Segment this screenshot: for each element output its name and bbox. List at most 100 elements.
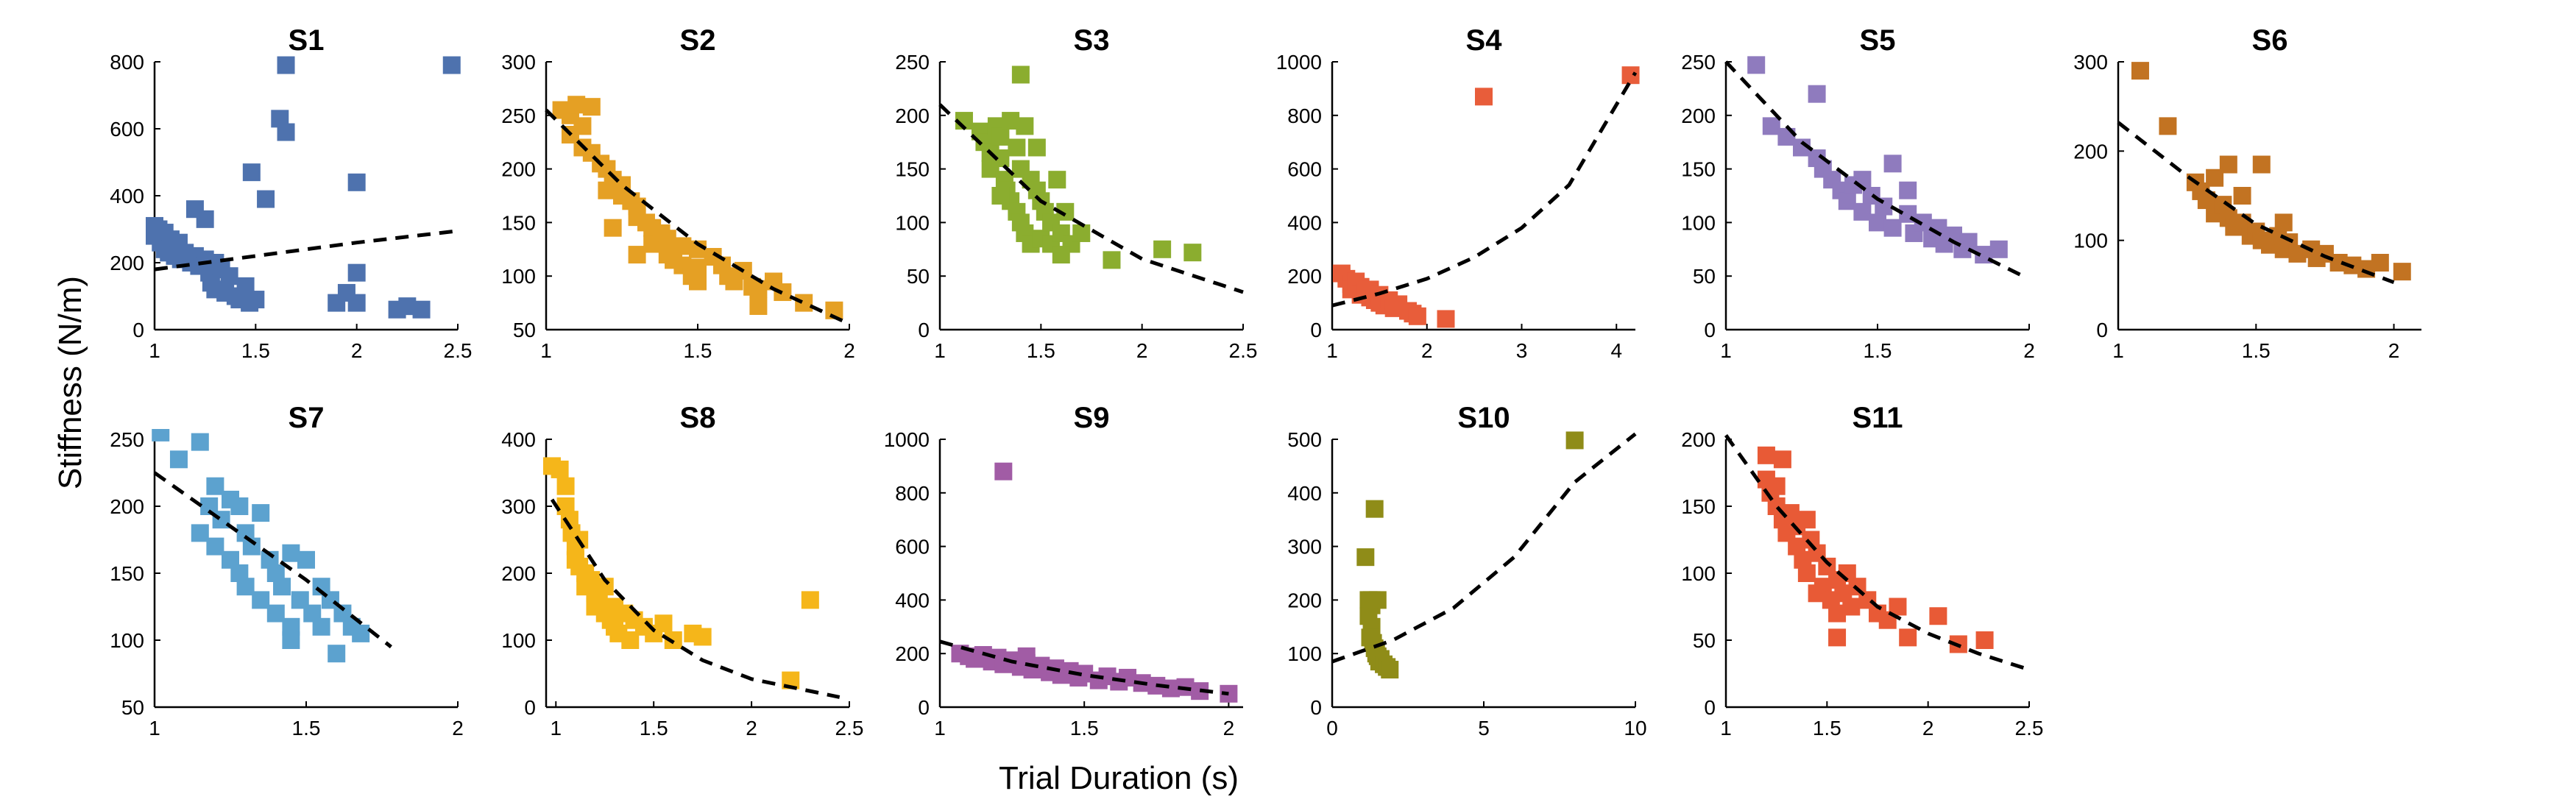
y-tick-label: 100: [501, 265, 536, 288]
data-point: [1747, 56, 1766, 74]
y-tick-label: 0: [2096, 319, 2108, 341]
data-point: [2131, 62, 2149, 80]
data-point: [277, 123, 295, 141]
panel-title: S11: [1853, 402, 1903, 434]
data-point: [352, 624, 370, 642]
y-tick-label: 1000: [1276, 51, 1322, 74]
data-point: [2159, 117, 2177, 135]
data-point: [1899, 628, 1917, 647]
data-point: [1052, 246, 1070, 264]
y-tick-label: 200: [110, 495, 144, 518]
panel-title: S4: [1466, 24, 1503, 57]
panel-title: S6: [2252, 24, 2288, 57]
data-point: [347, 263, 366, 282]
scatter-points: [1747, 56, 2008, 264]
y-tick-label: 600: [110, 118, 144, 141]
data-point: [196, 210, 214, 228]
x-tick-label: 2: [1223, 717, 1235, 740]
y-axis-label: Stiffness (N/m): [52, 276, 88, 489]
scatter-points: [552, 96, 843, 319]
y-tick-label: 800: [1287, 104, 1322, 127]
x-tick-label: 1: [149, 717, 160, 740]
x-tick-label: 1.5: [1813, 717, 1841, 740]
scatter-points: [951, 462, 1238, 703]
x-tick-label: 0: [1326, 717, 1338, 740]
panel-title: S3: [1074, 24, 1110, 57]
data-point: [347, 294, 366, 312]
y-tick-label: 250: [501, 104, 536, 127]
panel-title: S8: [680, 402, 716, 434]
y-tick-label: 200: [895, 642, 930, 665]
x-tick-label: 1: [551, 717, 562, 740]
x-tick-label: 5: [1478, 717, 1490, 740]
x-tick-label: 1.5: [1027, 339, 1055, 362]
data-point: [1183, 244, 1202, 262]
y-tick-label: 200: [110, 252, 144, 274]
data-point: [1842, 597, 1861, 616]
y-tick-label: 1000: [884, 428, 930, 451]
data-point: [795, 294, 813, 312]
data-point: [994, 462, 1013, 480]
y-tick-label: 100: [1681, 211, 1716, 234]
fit-line: [545, 108, 844, 323]
data-point: [1975, 631, 1994, 649]
data-point: [1899, 181, 1917, 199]
data-point: [257, 190, 275, 208]
fit-line: [154, 229, 459, 272]
y-tick-label: 150: [501, 211, 536, 234]
x-tick-label: 10: [1624, 717, 1646, 740]
x-tick-label: 2: [1922, 717, 1934, 740]
y-tick-label: 250: [895, 51, 930, 74]
y-tick-label: 100: [895, 211, 930, 234]
data-point: [673, 237, 692, 255]
y-tick-label: 300: [1287, 536, 1322, 558]
data-point: [230, 497, 249, 515]
data-point: [1989, 240, 2008, 258]
data-point: [1017, 647, 1036, 665]
scatter-points: [1757, 446, 1994, 653]
x-tick-label: 2: [1136, 339, 1148, 362]
y-tick-label: 0: [1704, 319, 1716, 341]
data-point: [1929, 607, 1947, 625]
x-tick-label: 2: [1421, 339, 1433, 362]
scatter-points: [1332, 66, 1640, 328]
y-tick-label: 200: [1681, 428, 1716, 451]
data-point: [1027, 138, 1046, 157]
data-point: [582, 98, 601, 116]
x-tick-label: 1.5: [2242, 339, 2271, 362]
data-point: [412, 300, 431, 319]
panel-title: S9: [1074, 402, 1110, 434]
y-tick-label: 0: [1704, 696, 1716, 719]
data-point: [1767, 477, 1786, 495]
x-tick-label: 1: [149, 339, 160, 362]
y-tick-label: 50: [1693, 265, 1716, 288]
y-tick-label: 50: [121, 696, 144, 719]
y-tick-label: 400: [1287, 211, 1322, 234]
x-tick-label: 2: [746, 717, 757, 740]
y-tick-label: 100: [1681, 562, 1716, 585]
data-point: [2371, 254, 2389, 272]
panel-s11: S11 1 1.5 2 2.5 0 50 100 150 200: [1681, 402, 2043, 740]
data-point: [1883, 219, 1902, 237]
y-tick-label: 150: [110, 562, 144, 585]
y-tick-label: 50: [907, 265, 930, 288]
x-tick-label: 2: [2023, 339, 2035, 362]
data-point: [654, 614, 673, 633]
x-tick-label: 1.5: [292, 717, 321, 740]
y-tick-label: 200: [1287, 589, 1322, 611]
data-point: [1437, 310, 1455, 328]
panel-s6: S6 1 1.5 2 0 100 200 300: [2073, 24, 2421, 362]
x-tick-label: 1.5: [1070, 717, 1099, 740]
data-point: [266, 604, 285, 623]
data-point: [567, 96, 586, 114]
data-point: [689, 272, 707, 291]
data-point: [1153, 240, 1172, 258]
data-point: [2393, 263, 2411, 281]
y-tick-label: 200: [895, 104, 930, 127]
y-tick-label: 400: [110, 185, 144, 208]
data-point: [297, 550, 315, 569]
x-tick-label: 1: [1720, 717, 1732, 740]
data-point: [1048, 171, 1066, 189]
data-point: [282, 544, 300, 562]
